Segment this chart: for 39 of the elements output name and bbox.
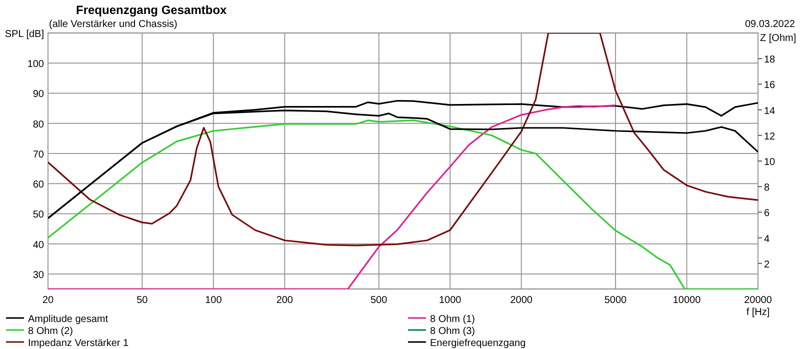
- y2-tick-label: 12: [764, 131, 776, 142]
- y-tick-label: 40: [32, 240, 44, 251]
- chart-title: Frequenzgang Gesamtbox: [76, 3, 228, 17]
- legend-label: 8 Ohm (1): [430, 314, 476, 325]
- legend-label: Amplitude gesamt: [28, 314, 108, 325]
- y2-tick-label: 2: [764, 259, 770, 270]
- legend-label: Energiefrequenzgang: [430, 338, 526, 349]
- y-tick-label: 90: [32, 89, 44, 100]
- x-tick-label: 20000: [744, 295, 772, 306]
- x-tick-label: 1000: [438, 295, 462, 306]
- y-tick-label: 80: [32, 119, 44, 130]
- x-tick-label: 5000: [604, 295, 628, 306]
- y-axis-title: SPL [dB]: [4, 29, 44, 40]
- y2-tick-label: 8: [764, 182, 770, 194]
- y2-axis-title: Z [Ohm]: [760, 33, 796, 44]
- y2-tick-label: 4: [764, 234, 770, 245]
- x-tick-label: 20: [42, 295, 54, 306]
- y-tick-label: 70: [32, 149, 44, 160]
- chart-subtitle: (alle Verstärker und Chassis): [49, 19, 178, 30]
- y2-tick-label: 14: [764, 106, 776, 117]
- text: 09.03.2022: [744, 19, 796, 30]
- x-tick-label: 10000: [672, 295, 702, 306]
- y2-tick-label: 6: [764, 208, 770, 220]
- y-tick-label: 30: [32, 270, 44, 281]
- x-tick-label: 2000: [510, 295, 533, 306]
- x-tick-label: 100: [205, 295, 222, 306]
- x-axis-title: f [Hz]: [746, 307, 770, 318]
- y-tick-label: 100: [27, 59, 44, 70]
- y2-tick-label: 10: [764, 157, 776, 168]
- legend-label: Impedanz Verstärker 1: [28, 338, 130, 349]
- legend-label: 8 Ohm (3): [430, 326, 476, 337]
- y-tick-label: 60: [32, 180, 44, 191]
- legend-label: 8 Ohm (2): [28, 326, 74, 337]
- y2-tick-label: 18: [764, 54, 776, 66]
- x-tick-label: 500: [370, 295, 388, 306]
- y-tick-label: 50: [32, 210, 44, 221]
- x-tick-label: 200: [276, 295, 294, 306]
- x-tick-label: 50: [136, 295, 148, 306]
- y2-tick-label: 16: [764, 80, 776, 92]
